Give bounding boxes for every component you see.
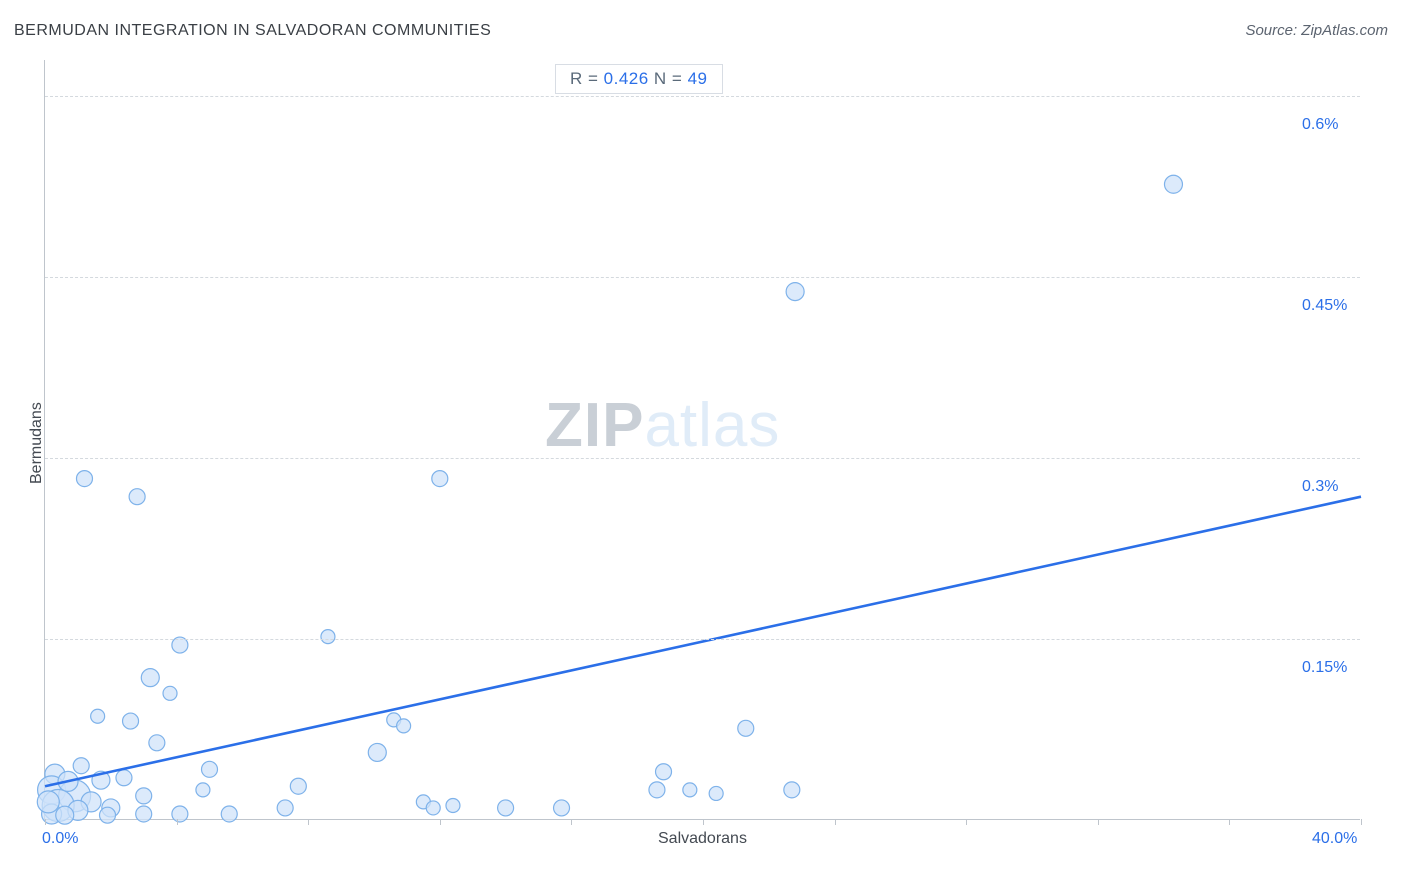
data-point[interactable]	[709, 786, 723, 800]
x-tick	[835, 819, 836, 825]
y-tick-label: 0.45%	[1302, 297, 1347, 315]
data-point[interactable]	[656, 764, 672, 780]
x-tick	[1229, 819, 1230, 825]
data-point[interactable]	[786, 283, 804, 301]
data-point[interactable]	[73, 758, 89, 774]
data-point[interactable]	[321, 630, 335, 644]
x-max-label: 40.0%	[1312, 830, 1357, 848]
data-point[interactable]	[123, 713, 139, 729]
data-point[interactable]	[426, 801, 440, 815]
data-point[interactable]	[498, 800, 514, 816]
data-point[interactable]	[446, 799, 460, 813]
data-point[interactable]	[683, 783, 697, 797]
data-point[interactable]	[100, 807, 116, 823]
y-tick-label: 0.15%	[1302, 659, 1347, 677]
x-tick	[45, 819, 46, 825]
grid-line	[45, 96, 1360, 97]
x-tick	[440, 819, 441, 825]
data-point[interactable]	[163, 686, 177, 700]
y-axis-label: Bermudans	[28, 402, 46, 484]
x-axis-label: Salvadorans	[658, 830, 747, 848]
grid-line	[45, 458, 1360, 459]
x-tick	[308, 819, 309, 825]
data-point[interactable]	[290, 778, 306, 794]
y-tick-label: 0.6%	[1302, 116, 1338, 134]
grid-line	[45, 639, 1360, 640]
y-tick-label: 0.3%	[1302, 478, 1338, 496]
data-point[interactable]	[432, 471, 448, 487]
data-point[interactable]	[91, 709, 105, 723]
data-point[interactable]	[149, 735, 165, 751]
data-point[interactable]	[136, 788, 152, 804]
data-point[interactable]	[116, 770, 132, 786]
data-point[interactable]	[196, 783, 210, 797]
grid-line	[45, 277, 1360, 278]
data-point[interactable]	[136, 806, 152, 822]
data-point[interactable]	[649, 782, 665, 798]
data-point[interactable]	[141, 669, 159, 687]
data-point[interactable]	[202, 761, 218, 777]
x-tick	[1361, 819, 1362, 825]
source-credit: Source: ZipAtlas.com	[1245, 22, 1388, 39]
data-point[interactable]	[784, 782, 800, 798]
data-point[interactable]	[738, 720, 754, 736]
data-point[interactable]	[172, 806, 188, 822]
data-point[interactable]	[56, 806, 74, 824]
data-point[interactable]	[368, 743, 386, 761]
data-point[interactable]	[221, 806, 237, 822]
data-point[interactable]	[277, 800, 293, 816]
chart-svg	[45, 60, 1361, 820]
data-point[interactable]	[76, 471, 92, 487]
data-point[interactable]	[1164, 175, 1182, 193]
data-point[interactable]	[129, 489, 145, 505]
plot-area: ZIPatlas	[44, 60, 1360, 820]
x-tick	[177, 819, 178, 825]
x-min-label: 0.0%	[42, 830, 78, 848]
x-tick	[571, 819, 572, 825]
x-tick	[703, 819, 704, 825]
x-tick	[1098, 819, 1099, 825]
data-point[interactable]	[397, 719, 411, 733]
data-point[interactable]	[37, 791, 59, 813]
x-tick	[966, 819, 967, 825]
chart-title: BERMUDAN INTEGRATION IN SALVADORAN COMMU…	[14, 22, 491, 40]
data-point[interactable]	[554, 800, 570, 816]
trend-line	[45, 497, 1361, 787]
